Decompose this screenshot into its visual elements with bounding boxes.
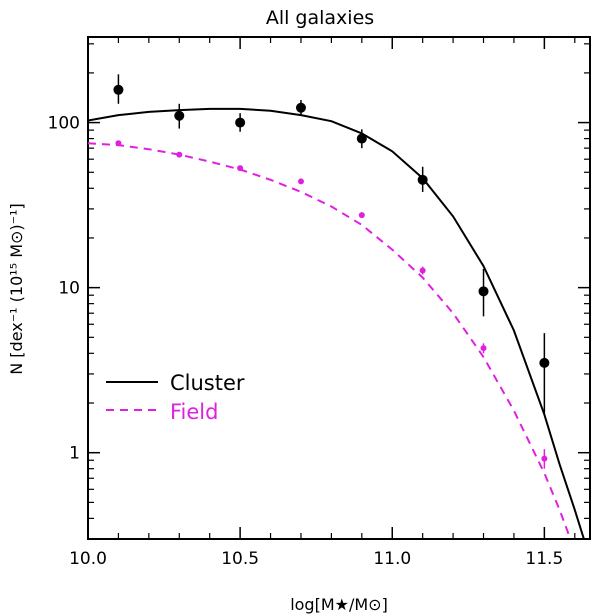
point-cluster	[539, 357, 550, 368]
point-cluster	[295, 102, 306, 113]
data-points	[113, 84, 550, 462]
point-field	[176, 151, 183, 158]
y-axis: 1 10 100	[48, 43, 590, 540]
x-axis-label: log[M★/M⊙]	[290, 595, 388, 614]
fit-curves	[88, 107, 585, 539]
fit-curve-field	[88, 142, 570, 535]
plot-frame	[87, 36, 591, 540]
x-axis: 10.0 10.5 11.0 11.5	[69, 37, 576, 569]
point-cluster	[174, 110, 185, 121]
plot-area	[87, 36, 591, 540]
legend-label-cluster: Cluster	[170, 371, 245, 395]
point-field	[297, 178, 304, 185]
point-field	[115, 140, 122, 147]
point-field	[358, 212, 365, 219]
point-field	[419, 267, 426, 274]
legend: Cluster Field	[106, 371, 245, 424]
point-cluster	[417, 174, 428, 185]
legend-label-field: Field	[170, 400, 218, 424]
y-tick-label: 100	[48, 114, 80, 134]
point-field	[480, 345, 487, 352]
x-tick-label: 10.0	[69, 549, 107, 569]
fit-curve-cluster	[88, 107, 585, 539]
point-cluster	[113, 84, 124, 95]
x-tick-label: 11.5	[525, 549, 563, 569]
x-tick-label: 10.5	[221, 549, 259, 569]
point-field	[237, 165, 244, 172]
y-axis-label: N [dex⁻¹ (10¹⁵ M⊙)⁻¹]	[7, 203, 26, 375]
point-cluster	[356, 133, 367, 144]
y-tick-label: 10	[58, 279, 80, 299]
x-tick-label: 11.0	[373, 549, 411, 569]
chart-title: All galaxies	[266, 7, 374, 29]
point-cluster	[478, 286, 489, 297]
point-cluster	[235, 117, 246, 128]
y-tick-label: 1	[69, 444, 80, 464]
point-field	[541, 455, 548, 462]
